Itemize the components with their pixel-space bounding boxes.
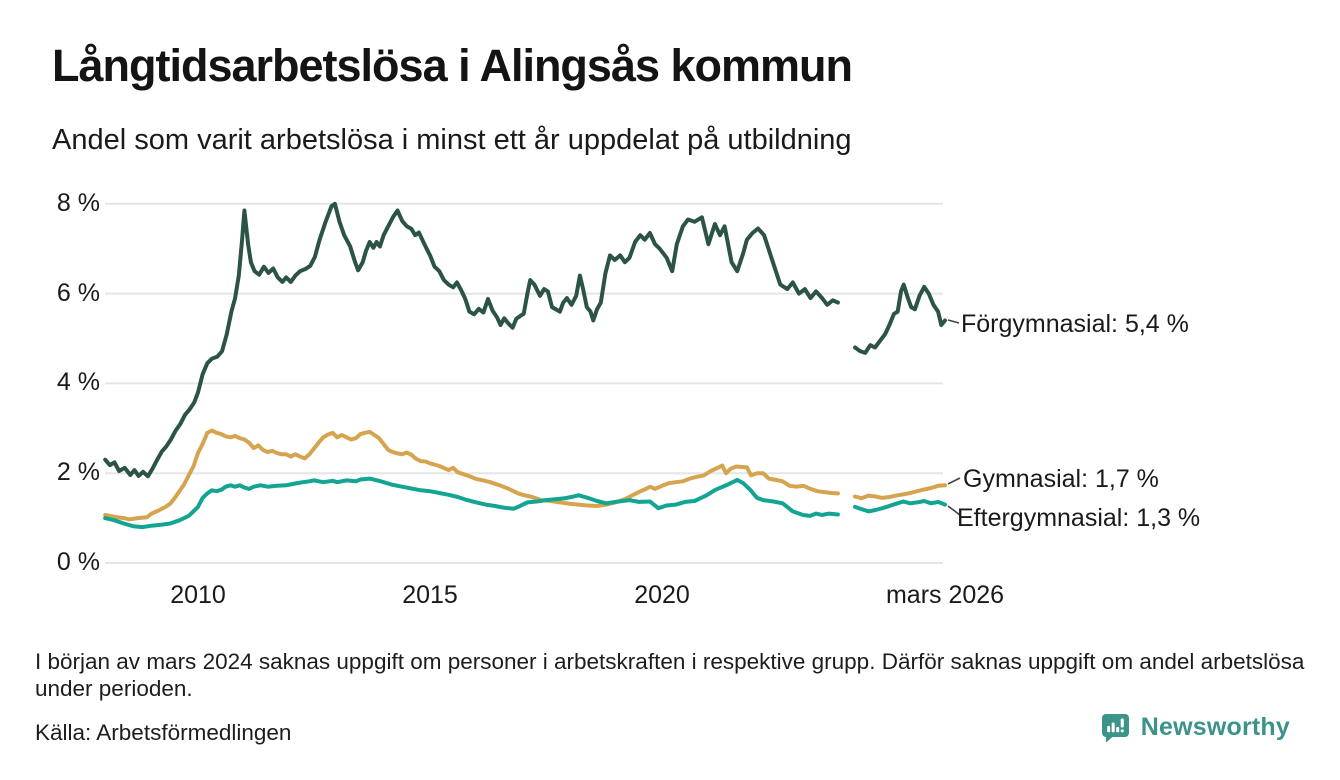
newsworthy-logo-icon [1099,711,1132,744]
y-axis-tick-label: 6 % [56,278,100,307]
newsworthy-logo: Newsworthy [1099,711,1290,744]
series-line-gymnasial [853,483,947,501]
y-axis-tick-label: 2 % [56,458,100,487]
series-line-eftergymnasial [103,476,840,530]
newsworthy-wordmark: Newsworthy [1140,713,1290,741]
series-label-eftergymnasial: Eftergymnasial: 1,3 % [957,504,1201,532]
label-connector [947,319,960,324]
page-title: Långtidsarbetslösa i Alingsås kommun [52,40,853,91]
y-axis-tick-label: 4 % [56,368,100,397]
label-connector [947,477,961,485]
y-axis-tick-label: 8 % [56,188,100,217]
series-line-gymnasial [103,428,840,522]
x-axis-tick-label: mars 2026 [885,581,1005,609]
series-line-eftergymnasial [853,499,947,514]
footnote: I början av mars 2024 saknas uppgift om … [35,649,1305,702]
series-label-förgymnasial: Förgymnasial: 5,4 % [961,310,1189,338]
x-axis-tick-label: 2020 [634,581,690,609]
y-axis-tick-label: 0 % [56,548,100,576]
series-label-gymnasial: Gymnasial: 1,7 % [963,465,1159,493]
x-axis-tick-label: 2015 [402,581,458,609]
chart-subtitle: Andel som varit arbetslösa i minst ett å… [52,124,852,156]
series-line-förgymnasial [853,282,947,355]
series-line-förgymnasial [103,201,840,479]
label-connector [947,505,961,516]
x-axis-tick-label: 2010 [170,581,226,609]
source-label: Källa: Arbetsförmedlingen [35,720,292,745]
